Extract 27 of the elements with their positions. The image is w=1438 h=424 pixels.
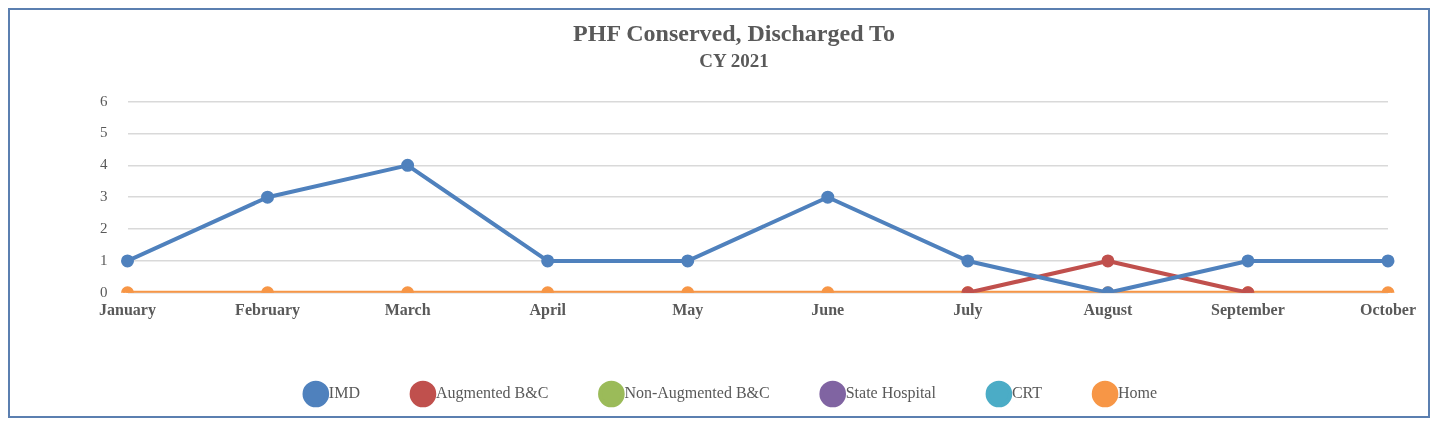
y-tick-label: 2 [100,220,108,236]
legend-label: IMD [328,384,360,402]
x-tick-label: October [1360,300,1416,318]
y-tick-label: 5 [100,124,108,141]
y-tick-label: 0 [100,283,108,300]
point [401,158,415,172]
y-tick-label: 3 [100,188,108,205]
x-tick-label: January [99,300,156,319]
x-tick-label: March [384,300,431,318]
x-tick-label: February [235,300,300,319]
y-tick-label: 6 [100,92,108,109]
legend-label: State Hospital [845,384,937,403]
legend-label: Home [1118,384,1158,402]
y-tick-label: 1 [100,251,108,268]
x-tick-label: August [1083,300,1134,319]
legend-label: Non-Augmented B&C [624,384,770,403]
x-tick-label: July [953,300,983,319]
point [821,190,835,204]
chart-title: PHF Conserved, Discharged To [573,19,895,46]
x-tick-label: June [811,300,845,318]
point [261,190,275,204]
x-tick-label: September [1211,300,1285,319]
y-tick-label: 4 [100,156,108,173]
legend-label: Augmented B&C [435,384,549,403]
legend-label: CRT [1011,384,1043,402]
x-tick-label: April [529,300,567,319]
x-tick-label: May [672,300,704,319]
